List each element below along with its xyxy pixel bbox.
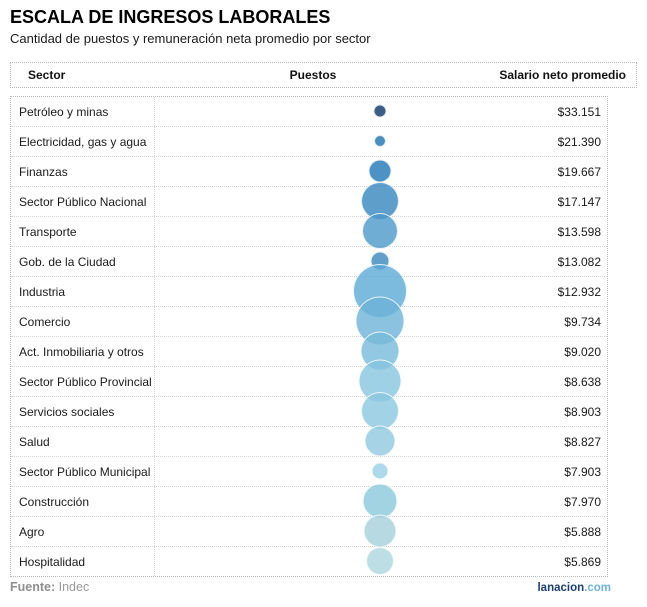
salary-value: $13.082	[557, 254, 601, 269]
source-note: Fuente: Indec	[10, 580, 89, 594]
puestos-bubble	[364, 425, 396, 457]
table-row: Sector Público Provincial $8.638	[11, 359, 607, 403]
sector-label: Sector Público Provincial	[11, 367, 155, 396]
sector-label: Comercio	[11, 307, 155, 336]
salary-value: $5.888	[564, 524, 601, 539]
sector-label: Sector Público Nacional	[11, 187, 155, 216]
table-row: Petróleo y minas $33.151	[11, 97, 607, 127]
sector-label: Servicios sociales	[11, 397, 155, 426]
puestos-bubble	[371, 462, 389, 480]
sector-label: Industria	[11, 277, 155, 306]
salary-value: $13.598	[557, 224, 601, 239]
salary-value: $12.932	[557, 284, 601, 299]
table-row: Transporte $13.598	[11, 213, 607, 249]
salary-value: $19.667	[557, 164, 601, 179]
table-row: Electricidad, gas y agua $21.390	[11, 127, 607, 157]
salary-value: $8.903	[564, 404, 601, 419]
table-row: Finanzas $19.667	[11, 157, 607, 187]
source-label: Fuente:	[10, 580, 56, 594]
sector-label: Petróleo y minas	[11, 97, 155, 126]
puestos-bubble	[363, 514, 397, 548]
lanacion-logo: lanacion.com	[537, 582, 611, 594]
sector-label: Construcción	[11, 487, 155, 516]
table-row: Sector Público Nacional $17.147	[11, 182, 607, 220]
puestos-bubble	[361, 392, 399, 430]
salary-value: $9.020	[564, 344, 601, 359]
table-row: Agro $5.888	[11, 514, 607, 548]
table-row: Construcción $7.970	[11, 483, 607, 519]
salary-value: $33.151	[557, 104, 601, 119]
salary-value: $7.970	[564, 494, 601, 509]
salary-value: $7.903	[564, 464, 601, 479]
sector-label: Electricidad, gas y agua	[11, 127, 155, 156]
sector-label: Salud	[11, 427, 155, 456]
puestos-bubble	[362, 483, 398, 519]
puestos-bubble	[362, 213, 398, 249]
sector-label: Transporte	[11, 217, 155, 246]
salary-value: $8.827	[564, 434, 601, 449]
sector-label: Sector Público Municipal	[11, 457, 155, 486]
column-header-sector: Sector	[28, 68, 66, 82]
sector-label: Gob. de la Ciudad	[11, 247, 155, 276]
salary-value: $17.147	[557, 194, 601, 209]
puestos-bubble	[373, 104, 387, 118]
table-row: Industria $12.932	[11, 264, 607, 318]
brand-separator: .	[584, 582, 588, 594]
source-value: Indec	[55, 580, 90, 594]
salary-value: $21.390	[557, 134, 601, 149]
salary-value: $9.734	[564, 314, 601, 329]
puestos-bubble	[368, 159, 392, 183]
table-row: Gob. de la Ciudad $13.082	[11, 247, 607, 277]
table-header-row: Sector Puestos Salario neto promedio	[10, 62, 637, 88]
table-row: Servicios sociales $8.903	[11, 392, 607, 430]
sector-label: Hospitalidad	[11, 547, 155, 576]
sector-label: Finanzas	[11, 157, 155, 186]
brand-suffix: com	[587, 582, 611, 594]
page-subtitle: Cantidad de puestos y remuneración neta …	[10, 31, 371, 46]
salary-value: $8.638	[564, 374, 601, 389]
table-row: Comercio $9.734	[11, 296, 607, 346]
sector-label: Act. Inmobiliaria y otros	[11, 337, 155, 366]
sector-label: Agro	[11, 517, 155, 546]
salary-value: $5.869	[564, 554, 601, 569]
brand-main: lanacion	[537, 582, 585, 594]
table-row: Sector Público Municipal $7.903	[11, 457, 607, 487]
table-body: Petróleo y minas $33.151 Electricidad, g…	[10, 96, 608, 577]
page-title: ESCALA DE INGRESOS LABORALES	[10, 7, 331, 27]
table-row: Act. Inmobiliaria y otros $9.020	[11, 331, 607, 371]
table-row: Salud $8.827	[11, 425, 607, 457]
column-header-salario: Salario neto promedio	[499, 68, 626, 82]
column-header-puestos: Puestos	[289, 68, 337, 82]
puestos-bubble	[366, 547, 394, 575]
table-row: Hospitalidad $5.869	[11, 547, 607, 576]
puestos-bubble	[374, 135, 386, 147]
